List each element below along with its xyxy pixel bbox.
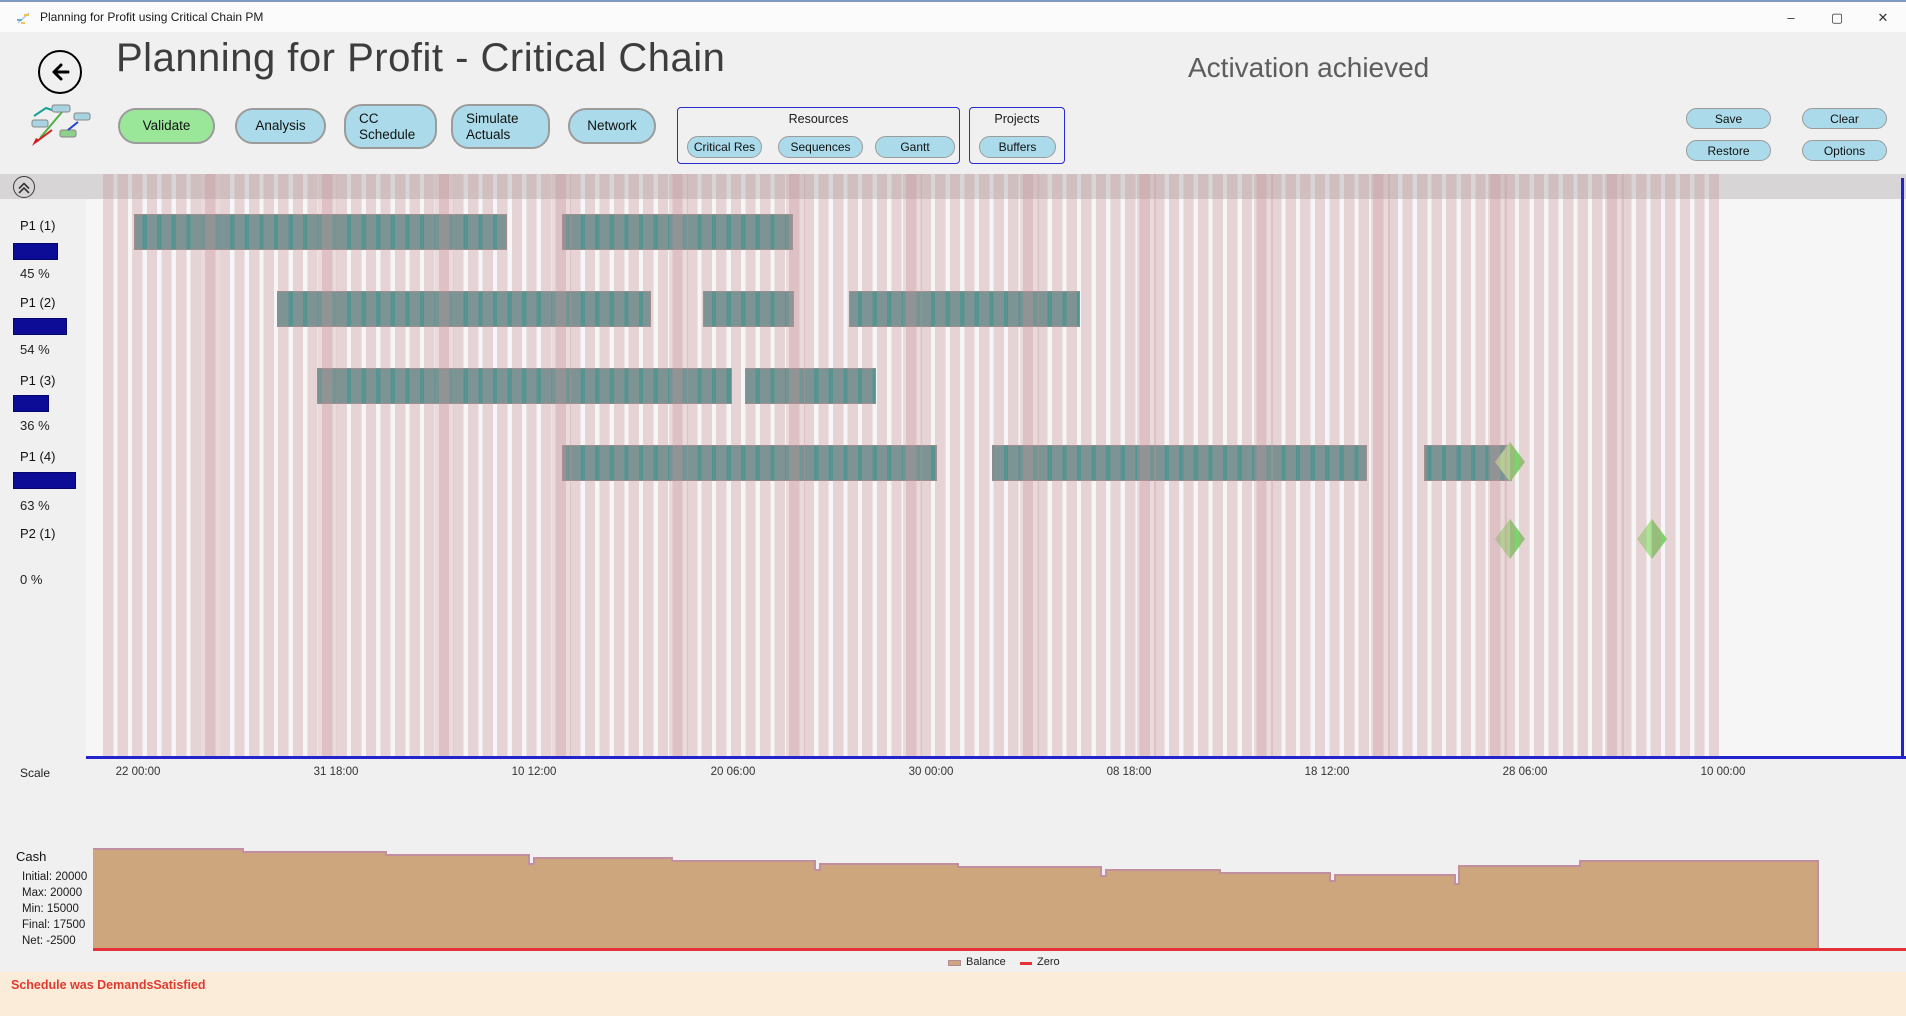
critical-res-button[interactable]: Critical Res (687, 136, 762, 158)
progress-bar (13, 318, 67, 335)
progress-bar (13, 395, 49, 412)
options-button[interactable]: Options (1802, 140, 1887, 161)
axis-tick: 10 00:00 (1700, 766, 1746, 778)
axis-tick: 31 18:00 (313, 766, 359, 778)
progress-percent: 45 % (20, 266, 50, 281)
back-button[interactable] (38, 50, 82, 94)
axis-tick: 30 00:00 (908, 766, 954, 778)
resources-group-label: Resources (788, 112, 849, 126)
cash-initial: Initial: 20000 (22, 871, 88, 883)
back-arrow-icon (52, 63, 70, 81)
progress-bar (13, 472, 76, 489)
minimize-button[interactable]: – (1787, 10, 1795, 25)
task-bar[interactable] (562, 445, 937, 481)
resources-group: Resources (677, 107, 960, 164)
close-button[interactable]: ✕ (1877, 9, 1889, 25)
validate-button[interactable]: Validate (118, 108, 215, 144)
row-label: P2 (1) (20, 526, 56, 541)
progress-percent: 54 % (20, 342, 50, 357)
row-label: P1 (1) (20, 218, 56, 233)
task-bar[interactable] (562, 214, 793, 250)
buffers-button[interactable]: Buffers (979, 136, 1056, 158)
cash-balance-chart (93, 848, 1819, 950)
axis-tick: 20 06:00 (710, 766, 756, 778)
page-title: Planning for Profit - Critical Chain (116, 36, 726, 80)
task-bar[interactable] (277, 291, 651, 327)
gantt-button[interactable]: Gantt (875, 136, 955, 158)
row-label: P1 (3) (20, 373, 56, 388)
axis-tick: 10 12:00 (511, 766, 557, 778)
task-bar[interactable] (745, 368, 876, 404)
cash-final: Final: 17500 (22, 919, 86, 931)
progress-percent: 36 % (20, 418, 50, 433)
row-label: P1 (4) (20, 449, 56, 464)
scale-label: Scale (20, 766, 51, 780)
clear-button[interactable]: Clear (1802, 108, 1887, 129)
axis-tick: 18 12:00 (1304, 766, 1350, 778)
task-bar[interactable] (849, 291, 1080, 327)
legend-balance-swatch (948, 960, 961, 966)
status-message: Schedule was DemandsSatisfied (11, 978, 206, 992)
cash-net: Net: -2500 (22, 935, 76, 947)
cash-title: Cash (16, 849, 47, 864)
legend-balance-label: Balance (966, 956, 1006, 968)
network-button[interactable]: Network (568, 108, 656, 144)
analysis-button[interactable]: Analysis (235, 108, 326, 144)
projects-group: Projects (969, 107, 1065, 164)
progress-bar (13, 243, 58, 260)
restore-button[interactable]: Restore (1686, 140, 1771, 161)
progress-percent: 63 % (20, 498, 50, 513)
task-bar[interactable] (992, 445, 1367, 481)
app-icon (17, 12, 30, 24)
projects-group-label: Projects (994, 112, 1040, 126)
maximize-button[interactable]: ▢ (1830, 9, 1844, 25)
collapse-strip (0, 174, 1906, 199)
simulate-actuals-button[interactable]: Simulate Actuals (451, 104, 550, 149)
axis-tick: 28 06:00 (1502, 766, 1548, 778)
calendar-stripes-overlay (103, 174, 1719, 758)
cash-max: Max: 20000 (22, 887, 83, 899)
window-title: Planning for Profit using Critical Chain… (40, 10, 264, 24)
axis-tick: 08 18:00 (1106, 766, 1152, 778)
cc-schedule-button[interactable]: CC Schedule (344, 104, 437, 149)
network-diagram-icon (31, 104, 91, 146)
collapse-chevron-icon[interactable] (13, 176, 35, 198)
activation-status-text: Activation achieved (1188, 52, 1430, 83)
zero-line (93, 948, 1906, 951)
legend-zero-swatch (1020, 962, 1032, 965)
title-bar: Planning for Profit using Critical Chain… (0, 0, 1906, 32)
axis-tick: 22 00:00 (115, 766, 161, 778)
save-button[interactable]: Save (1686, 108, 1771, 129)
task-bar[interactable] (703, 291, 794, 327)
task-bar[interactable] (317, 368, 732, 404)
row-label: P1 (2) (20, 295, 56, 310)
task-bar[interactable] (134, 214, 507, 250)
cash-min: Min: 15000 (22, 903, 79, 915)
sequences-button[interactable]: Sequences (778, 136, 863, 158)
timeline-axis-line (86, 756, 1906, 759)
legend-zero-label: Zero (1037, 956, 1060, 968)
chart-right-border (1901, 178, 1904, 758)
progress-percent: 0 % (20, 572, 43, 587)
status-bar: Schedule was DemandsSatisfied (0, 972, 1906, 1016)
